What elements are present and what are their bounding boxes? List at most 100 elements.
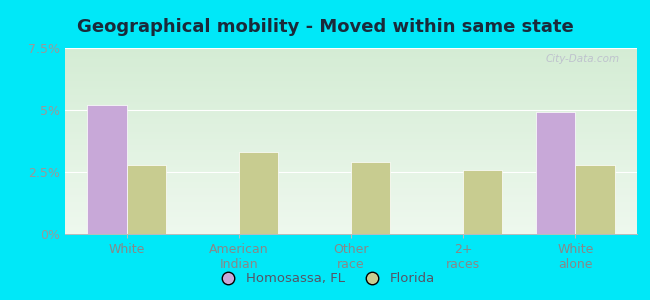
Bar bbox=[65, 91, 637, 93]
Bar bbox=[65, 76, 637, 78]
Bar bbox=[65, 122, 637, 124]
Bar bbox=[65, 219, 637, 221]
Bar bbox=[65, 110, 637, 111]
Bar bbox=[65, 199, 637, 200]
Bar bbox=[65, 176, 637, 178]
Bar bbox=[65, 178, 637, 180]
Bar bbox=[65, 150, 637, 152]
Bar bbox=[65, 156, 637, 158]
Bar bbox=[65, 230, 637, 232]
Bar bbox=[65, 65, 637, 67]
Bar bbox=[65, 83, 637, 85]
Bar bbox=[65, 195, 637, 197]
Bar bbox=[65, 113, 637, 115]
Bar bbox=[65, 61, 637, 63]
Bar bbox=[65, 74, 637, 76]
Bar bbox=[65, 200, 637, 202]
Bar bbox=[65, 54, 637, 56]
Bar bbox=[65, 160, 637, 161]
Bar bbox=[65, 158, 637, 160]
Bar bbox=[65, 217, 637, 219]
Bar bbox=[65, 186, 637, 188]
Bar bbox=[65, 48, 637, 50]
Bar bbox=[65, 106, 637, 107]
Text: City-Data.com: City-Data.com bbox=[546, 54, 620, 64]
Bar bbox=[65, 78, 637, 80]
Bar bbox=[65, 225, 637, 226]
Bar bbox=[65, 128, 637, 130]
Bar bbox=[65, 175, 637, 176]
Bar bbox=[127, 165, 166, 234]
Bar bbox=[536, 112, 575, 234]
Bar bbox=[65, 206, 637, 208]
Bar bbox=[65, 121, 637, 122]
Bar bbox=[65, 104, 637, 106]
Legend: Homosassa, FL, Florida: Homosassa, FL, Florida bbox=[209, 267, 441, 290]
Bar bbox=[65, 137, 637, 139]
Bar bbox=[351, 162, 390, 234]
Bar bbox=[65, 115, 637, 117]
Bar bbox=[65, 169, 637, 171]
Bar bbox=[65, 82, 637, 83]
Bar bbox=[65, 124, 637, 126]
Bar bbox=[65, 223, 637, 225]
Bar bbox=[65, 139, 637, 141]
Bar bbox=[65, 163, 637, 165]
Bar bbox=[575, 165, 614, 234]
Bar bbox=[65, 165, 637, 167]
Bar bbox=[65, 85, 637, 87]
Bar bbox=[65, 57, 637, 59]
Bar bbox=[65, 59, 637, 61]
Bar bbox=[65, 152, 637, 154]
Bar bbox=[65, 132, 637, 134]
Bar bbox=[65, 172, 637, 175]
Bar bbox=[65, 117, 637, 119]
Bar bbox=[65, 126, 637, 128]
Bar bbox=[65, 228, 637, 230]
Bar bbox=[65, 208, 637, 210]
Bar bbox=[65, 102, 637, 104]
Text: Geographical mobility - Moved within same state: Geographical mobility - Moved within sam… bbox=[77, 18, 573, 36]
Bar bbox=[65, 130, 637, 132]
Bar bbox=[65, 67, 637, 68]
Bar bbox=[65, 202, 637, 204]
Bar bbox=[65, 210, 637, 212]
Bar bbox=[65, 50, 637, 52]
Bar bbox=[65, 72, 637, 74]
Bar bbox=[65, 226, 637, 228]
Bar bbox=[65, 167, 637, 169]
Bar bbox=[65, 93, 637, 94]
Bar bbox=[65, 87, 637, 89]
Bar bbox=[65, 96, 637, 98]
Bar bbox=[65, 215, 637, 217]
Bar bbox=[65, 134, 637, 135]
Bar bbox=[65, 191, 637, 193]
Bar bbox=[65, 143, 637, 145]
Bar bbox=[65, 111, 637, 113]
Bar bbox=[65, 119, 637, 121]
Bar bbox=[65, 188, 637, 189]
Bar bbox=[65, 204, 637, 206]
Bar bbox=[65, 232, 637, 234]
Bar bbox=[88, 105, 127, 234]
Bar bbox=[65, 193, 637, 195]
Bar bbox=[65, 182, 637, 184]
Bar bbox=[65, 56, 637, 57]
Bar bbox=[65, 147, 637, 148]
Bar bbox=[65, 221, 637, 223]
Bar bbox=[65, 148, 637, 150]
Bar bbox=[65, 68, 637, 70]
Bar bbox=[65, 80, 637, 82]
Bar bbox=[65, 141, 637, 143]
Bar bbox=[65, 98, 637, 100]
Bar bbox=[65, 214, 637, 215]
Bar bbox=[65, 180, 637, 182]
Bar bbox=[65, 212, 637, 214]
Bar bbox=[65, 154, 637, 156]
Bar bbox=[65, 94, 637, 96]
Bar bbox=[65, 135, 637, 137]
Bar bbox=[65, 52, 637, 54]
Bar bbox=[65, 189, 637, 191]
Bar bbox=[239, 152, 278, 234]
Bar bbox=[65, 161, 637, 163]
